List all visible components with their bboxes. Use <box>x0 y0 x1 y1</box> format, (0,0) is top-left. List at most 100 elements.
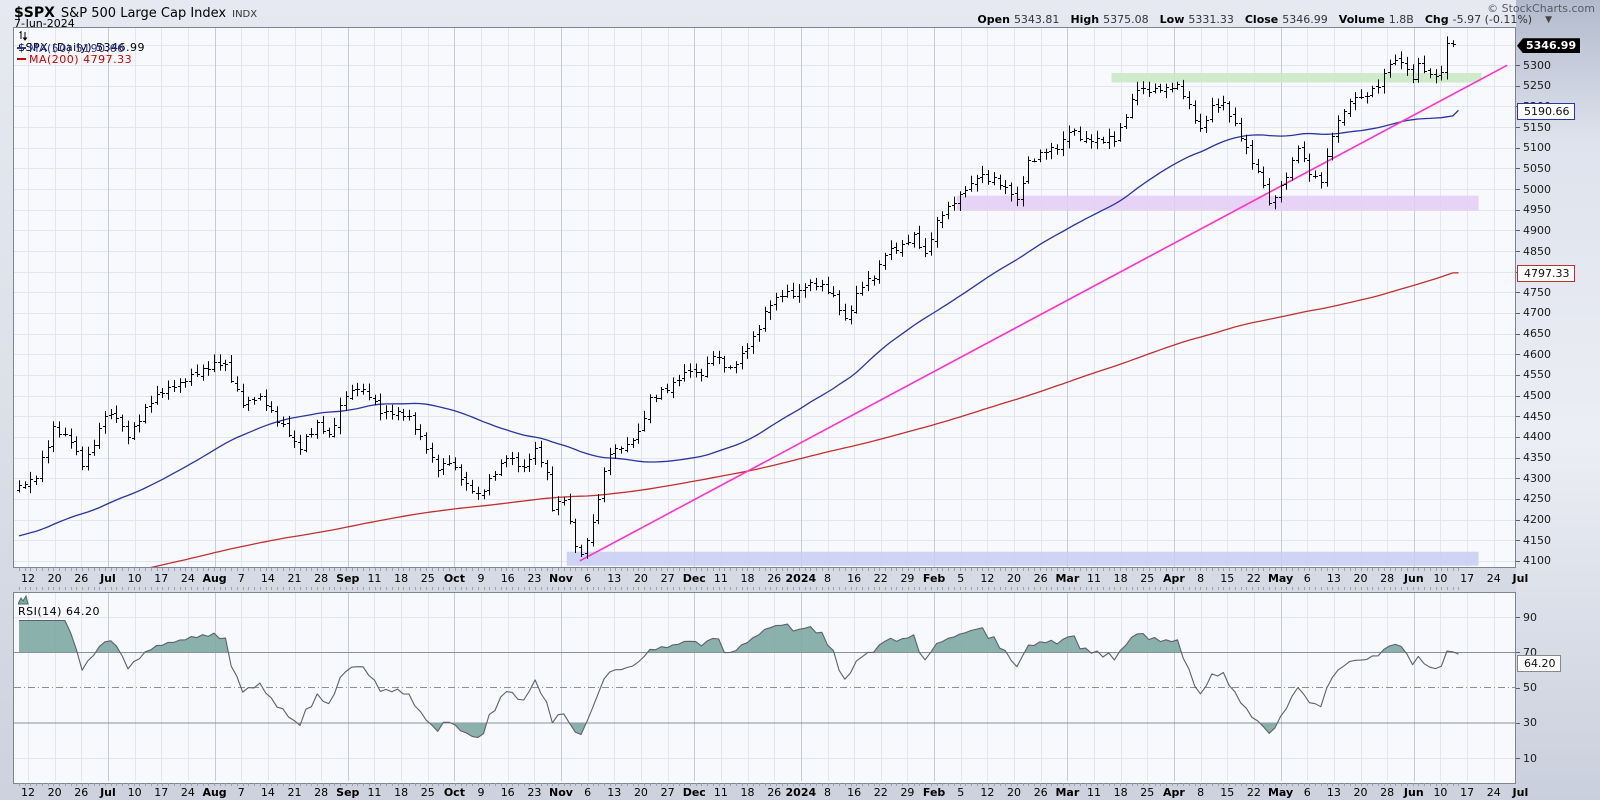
price-axis-label: 4300 <box>1523 471 1551 485</box>
price-axis-label: 5150 <box>1523 120 1551 134</box>
symbol-exchange: INDX <box>232 9 258 20</box>
price-axis-label: 4750 <box>1523 285 1551 299</box>
price-axis-label: 4400 <box>1523 430 1551 444</box>
date-label: 22 <box>1246 572 1261 585</box>
date-label: 5 <box>957 786 965 799</box>
date-label: 20 <box>1007 572 1022 585</box>
axis-tickmark <box>1516 758 1520 759</box>
date-label: 5 <box>957 572 965 585</box>
date-label: 21 <box>287 786 302 799</box>
date-label: Jul <box>100 572 116 585</box>
date-label: 8 <box>824 572 831 585</box>
date-label: May <box>1267 786 1294 799</box>
date-label: 10 <box>127 572 142 585</box>
date-label: 11 <box>1087 786 1101 799</box>
support-resistance-zone <box>1111 73 1482 83</box>
date-label: 26 <box>74 572 89 585</box>
high-value: 5375.08 <box>1103 13 1149 26</box>
date-label: 28 <box>1380 572 1395 585</box>
date-tickmarks-bottom <box>19 587 1459 590</box>
axis-tickmark <box>1516 416 1520 418</box>
date-axis: 12 20 26 Jul 10 17 24 Aug 7 14 21 28 Sep 11 18 25 Oct 9 16… <box>0 570 1600 590</box>
date-label: 10 <box>1433 786 1448 799</box>
date-label: 11 <box>367 786 382 799</box>
chevron-down-icon[interactable]: ▼ <box>1545 14 1552 25</box>
date-label: 13 <box>607 786 622 799</box>
date-label: Apr <box>1163 572 1185 585</box>
date-label: 20 <box>47 786 62 799</box>
date-label: 26 <box>767 572 782 585</box>
date-label: 23 <box>527 786 542 799</box>
axis-tickmark <box>1516 498 1520 500</box>
date-label: 2024 <box>785 786 817 799</box>
rsi-chart-svg <box>14 593 1515 781</box>
date-label: 13 <box>1326 786 1341 799</box>
chg-value: -5.97 (-0.11%) <box>1452 13 1533 26</box>
price-axis-label: 4950 <box>1523 203 1551 217</box>
axis-tickmark <box>1516 395 1520 397</box>
price-axis-label: 4900 <box>1523 223 1551 237</box>
date-label: 26 <box>74 786 89 799</box>
date-label: Oct <box>443 786 465 799</box>
open-label: Open <box>977 13 1010 26</box>
volume-label: Volume <box>1338 13 1385 26</box>
date-label: 24 <box>180 786 195 799</box>
date-label: 24 <box>1486 786 1501 799</box>
date-label: 22 <box>1246 786 1261 799</box>
axis-tickmark <box>1516 147 1520 149</box>
axis-tickmark <box>1516 457 1520 459</box>
date-label: Jul <box>1512 572 1529 585</box>
date-label: 11 <box>367 572 382 585</box>
date-label: 20 <box>1353 786 1368 799</box>
price-axis-label: 4150 <box>1523 533 1551 547</box>
legend-symbol-label: $SPX (Daily) 5346.99 <box>18 41 146 54</box>
axis-tickmark <box>1516 540 1520 542</box>
date-label: 23 <box>527 572 542 585</box>
price-axis-label: 5050 <box>1523 161 1551 175</box>
price-axis-label: 4450 <box>1523 409 1551 423</box>
rsi-axis-label: 30 <box>1523 716 1537 730</box>
price-axis-label: 4250 <box>1523 492 1551 506</box>
legend-symbol: $SPX (Daily) 5346.99 <box>18 30 145 54</box>
main-price-panel <box>13 27 1516 568</box>
date-label: 28 <box>314 572 329 585</box>
date-label: Jul <box>1512 786 1529 799</box>
ma200-line <box>150 272 1459 567</box>
axis-tickmark <box>1516 722 1520 724</box>
date-label: Feb <box>922 786 946 799</box>
date-label: 8 <box>824 786 831 799</box>
date-label: 17 <box>1460 572 1475 585</box>
main-chart-svg <box>14 28 1515 567</box>
axis-tickmark <box>1516 519 1520 521</box>
chart-date: 7-Jun-2024 <box>14 17 75 30</box>
date-label: 26 <box>1033 572 1048 585</box>
date-label: Sep <box>336 786 360 799</box>
date-label: 14 <box>260 786 275 799</box>
date-label: Nov <box>549 572 573 585</box>
axis-tickmark <box>1516 85 1520 87</box>
axis-tickmark <box>1516 65 1520 67</box>
date-label: 12 <box>21 786 35 799</box>
rsi-icon <box>18 595 29 605</box>
rsi-axis: 90 70 50 30 10 <box>1516 593 1600 783</box>
date-label: 9 <box>477 786 485 799</box>
date-label: 10 <box>127 786 142 799</box>
date-label: Feb <box>922 572 946 585</box>
date-label: 20 <box>1007 786 1022 799</box>
axis-tickmark <box>1516 478 1520 480</box>
date-label: 15 <box>1220 786 1235 799</box>
date-label: 12 <box>980 572 995 585</box>
date-label: 18 <box>740 572 755 585</box>
axis-tickmark <box>1516 292 1520 294</box>
axis-tickmark <box>1516 230 1520 232</box>
rsi-legend: RSI(14) 64.20 <box>18 595 100 618</box>
date-label: Mar <box>1055 786 1080 799</box>
axis-tickmark <box>1516 209 1520 211</box>
ma200-value-tag: 4797.33 <box>1517 265 1575 283</box>
date-label: Oct <box>443 572 465 585</box>
price-axis-label: 4850 <box>1523 244 1551 258</box>
date-label: 28 <box>1380 786 1395 799</box>
axis-tickmark <box>1516 617 1520 618</box>
date-label: 8 <box>1197 786 1205 799</box>
symbol-name: S&P 500 Large Cap Index <box>60 6 227 21</box>
